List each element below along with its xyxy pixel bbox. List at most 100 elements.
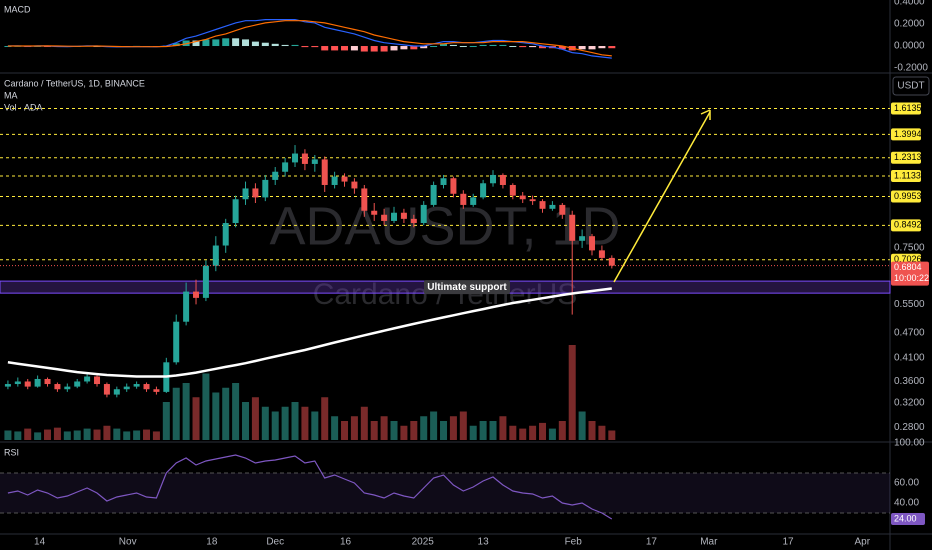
volume-bar <box>400 425 408 440</box>
candle-body <box>361 188 368 211</box>
histogram-bar <box>172 43 180 47</box>
candle-body <box>212 245 219 266</box>
y-tick-label: 40.00 <box>894 498 919 509</box>
candle-body <box>559 204 566 215</box>
candle-body <box>480 183 487 198</box>
histogram-bar <box>449 44 457 47</box>
volume-bar <box>182 383 190 440</box>
histogram-bar <box>400 46 408 50</box>
projection-arrow <box>613 111 711 283</box>
candle-body <box>94 376 101 385</box>
volume-bar <box>301 406 309 440</box>
volume-bar <box>321 397 329 440</box>
candle-body <box>321 159 328 185</box>
histogram-bar <box>350 46 358 51</box>
histogram-bar <box>271 43 279 47</box>
level-label: 1.2313 <box>894 152 922 162</box>
candle-body <box>539 201 546 209</box>
support-label: Ultimate support <box>427 282 507 293</box>
candle-body <box>579 236 586 241</box>
candle-body <box>569 214 576 241</box>
volume-bar <box>261 406 269 440</box>
candle-body <box>292 153 299 163</box>
volume-bar <box>459 411 467 440</box>
y-tick-label: -0.2000 <box>894 63 928 74</box>
x-tick-label: 18 <box>206 537 218 548</box>
x-tick-label: 14 <box>34 537 46 548</box>
candle-body <box>549 204 556 209</box>
candle-body <box>242 188 249 200</box>
volume-bar <box>420 416 428 440</box>
x-tick-label: 17 <box>782 537 794 548</box>
candle-body <box>391 212 398 221</box>
histogram-bar <box>558 46 566 50</box>
candle-body <box>351 181 358 189</box>
candle-body <box>222 223 229 246</box>
y-tick-label: 0.2000 <box>894 19 925 30</box>
currency-label: USDT <box>897 81 924 92</box>
candle-body <box>153 389 160 392</box>
volume-bar <box>469 425 477 440</box>
level-label: 0.7026 <box>894 254 922 264</box>
histogram-bar <box>370 46 378 52</box>
histogram-bar <box>212 39 220 47</box>
level-tag <box>891 151 921 164</box>
histogram-bar <box>281 44 289 47</box>
rsi-legend: RSI <box>4 447 19 457</box>
histogram-bar <box>598 46 606 49</box>
candle-body <box>193 291 200 298</box>
volume-bar <box>63 431 71 440</box>
volume-bar <box>529 425 537 440</box>
level-label: 1.6135 <box>894 103 922 113</box>
candle-body <box>173 321 180 363</box>
volume-bar <box>311 411 319 440</box>
candle-body <box>14 381 21 385</box>
histogram-bar <box>499 44 507 47</box>
histogram-bar <box>489 44 497 47</box>
y-tick-label: 60.00 <box>894 478 919 489</box>
volume-bar <box>251 397 259 440</box>
volume-bar <box>390 421 398 440</box>
histogram-bar <box>410 46 418 50</box>
volume-bar <box>242 402 250 440</box>
candle-body <box>44 378 51 385</box>
volume-bar <box>202 373 210 440</box>
level-tag <box>891 128 921 141</box>
x-tick-label: Feb <box>565 537 583 548</box>
currency-button[interactable] <box>892 76 930 96</box>
ma-legend: MA <box>4 90 18 100</box>
volume-bar <box>232 383 240 440</box>
y-tick-label: 0.4700 <box>894 328 925 339</box>
last-price-label: 0.6804 <box>894 262 922 272</box>
candle-body <box>202 265 209 298</box>
x-tick-label: 16 <box>340 537 352 548</box>
x-tick-label: Dec <box>266 537 284 548</box>
histogram-bar <box>331 46 339 51</box>
rsi-band <box>0 473 890 513</box>
arrow-head <box>700 109 711 120</box>
candle-body <box>490 174 497 184</box>
candle-body <box>103 384 110 395</box>
histogram-bar <box>192 40 200 47</box>
x-tick-label: 17 <box>646 537 658 548</box>
level-tag <box>891 170 921 183</box>
histogram-bar <box>242 39 250 47</box>
volume-bar <box>222 387 230 440</box>
histogram-bar <box>232 38 240 47</box>
histogram-bar <box>380 46 388 52</box>
histogram-bar <box>390 46 398 51</box>
x-tick-label: 13 <box>478 537 490 548</box>
histogram-bar <box>588 46 596 50</box>
volume-bar <box>519 428 527 440</box>
candle-body <box>450 178 457 194</box>
countdown: 10:00:22 <box>894 273 929 283</box>
candle-body <box>183 291 190 322</box>
volume-bar <box>509 425 517 440</box>
level-label: 0.9953 <box>894 191 922 201</box>
volume-bar <box>152 431 160 440</box>
x-tick-label: Nov <box>119 537 137 548</box>
y-tick-label: 0.3600 <box>894 376 925 387</box>
volume-bar <box>4 430 12 440</box>
candle-body <box>589 236 596 251</box>
